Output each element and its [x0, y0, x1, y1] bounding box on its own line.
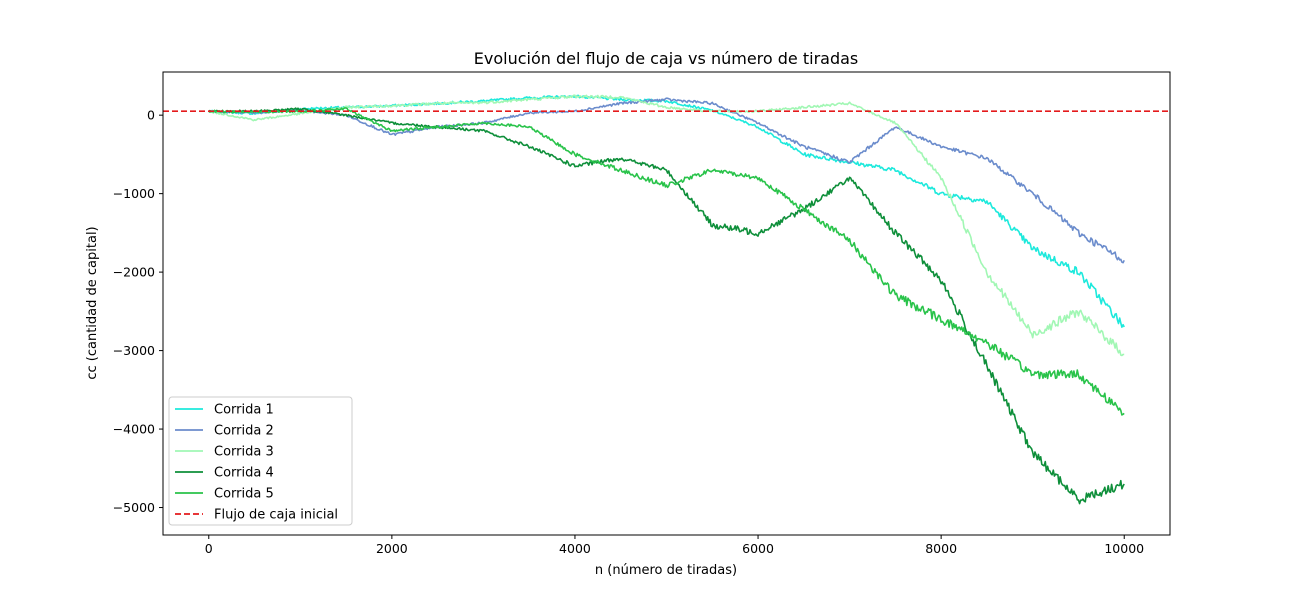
series-line-1: [208, 94, 1125, 329]
axis-ticks: 0 2000 4000 6000 8000 10000 0 −1000 −2000 −3000 −4…: [113, 108, 1144, 556]
x-tick-label: 2000: [376, 541, 408, 556]
y-tick-label: −1000: [113, 186, 155, 201]
y-tick-label: −3000: [113, 343, 155, 358]
legend-label: Corrida 1: [214, 403, 274, 418]
y-tick-label: 0: [147, 108, 155, 123]
chart-title: Evolución del flujo de caja vs número de…: [474, 49, 859, 68]
x-tick-label: 8000: [925, 541, 957, 556]
y-tick-label: −5000: [113, 500, 155, 515]
series-line-3: [208, 94, 1125, 357]
x-tick-label: 4000: [559, 541, 591, 556]
series-line-2: [208, 97, 1125, 264]
legend-label: Corrida 3: [214, 445, 274, 460]
y-tick-label: −4000: [113, 422, 155, 437]
x-tick-label: 10000: [1104, 541, 1144, 556]
legend-label: Corrida 2: [214, 424, 274, 439]
y-tick-label: −2000: [113, 265, 155, 280]
legend-label: Flujo de caja inicial: [214, 508, 338, 523]
series-line-5: [208, 107, 1125, 416]
y-axis-title: cc (cantidad de capital): [85, 226, 100, 379]
x-tick-label: 6000: [742, 541, 774, 556]
series-line-4: [208, 107, 1125, 505]
legend-label: Corrida 4: [214, 466, 274, 481]
x-axis-title: n (número de tiradas): [595, 563, 737, 578]
legend: Corrida 1 Corrida 2 Corrida 3 Corrida 4 Corr…: [168, 396, 353, 526]
legend-box: [168, 396, 353, 526]
legend-label: Corrida 5: [214, 487, 274, 502]
x-tick-label: 0: [205, 541, 213, 556]
plot-area: [162, 71, 1171, 536]
series-lines: [208, 94, 1125, 505]
